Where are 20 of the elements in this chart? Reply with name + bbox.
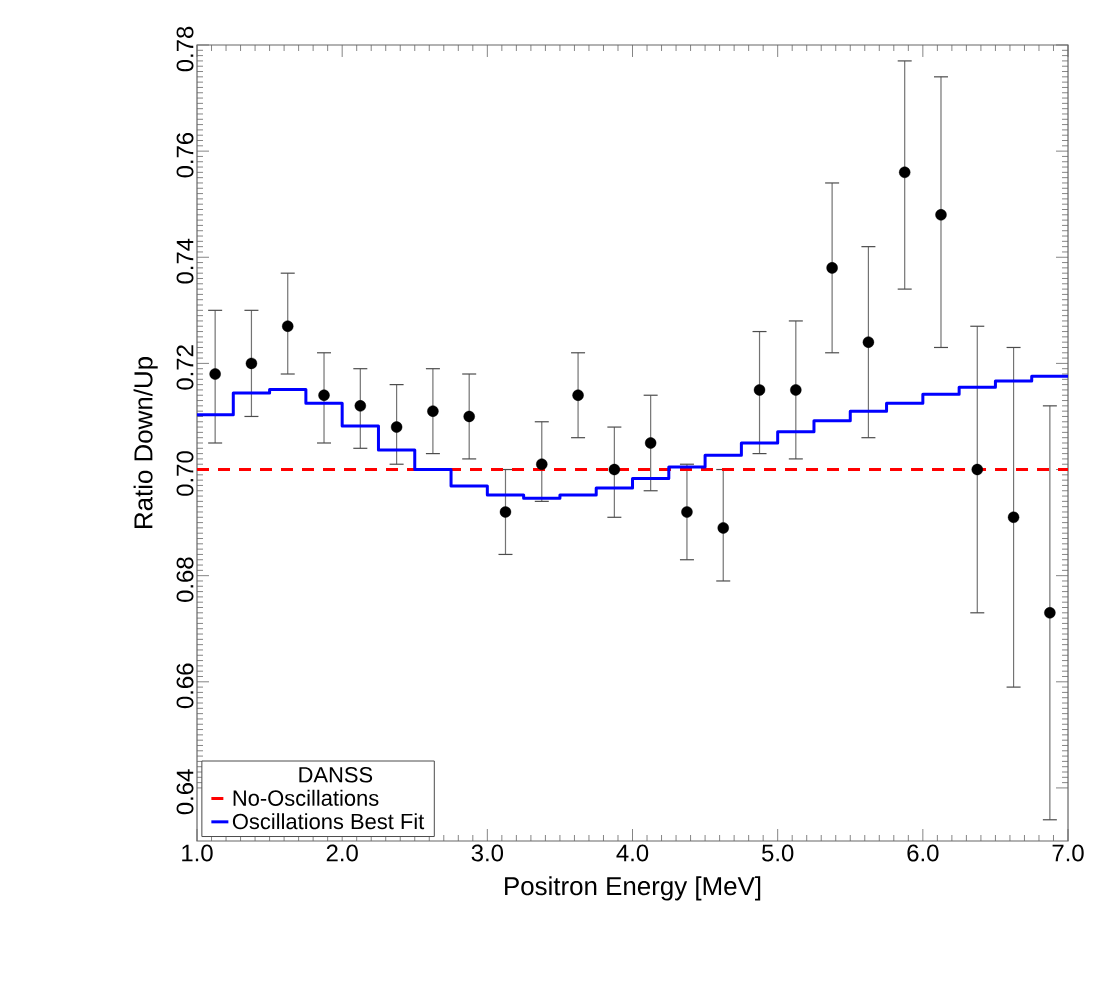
y-tick-label: 0.64: [176, 769, 194, 815]
y-tick-label: 0.72: [176, 345, 194, 390]
x-tick-label: 5.0: [762, 844, 794, 862]
y-tick-label: 0.68: [176, 557, 194, 602]
x-tick-label: 4.0: [616, 844, 649, 862]
x-tick-label: 3.0: [471, 844, 504, 862]
y-axis-title: Ratio Down/Up: [133, 357, 158, 528]
y-tick-label: 0.76: [176, 132, 194, 178]
legend-title: DANSS: [299, 766, 373, 783]
legend-label: No-Oscillations: [233, 789, 379, 806]
y-tick-label: 0.66: [176, 663, 194, 709]
x-axis-title: Positron Energy [MeV]: [505, 876, 761, 901]
y-tick-label: 0.78: [176, 26, 194, 72]
x-tick-label: 2.0: [326, 844, 358, 862]
x-tick-label: 6.0: [907, 844, 939, 862]
y-tick-label: 0.70: [176, 451, 194, 496]
legend-label: Oscillations Best Fit: [232, 813, 425, 830]
x-tick-label: 7.0: [1052, 844, 1084, 862]
y-tick-label: 0.74: [176, 238, 194, 284]
x-tick-label: 1.0: [182, 844, 213, 862]
